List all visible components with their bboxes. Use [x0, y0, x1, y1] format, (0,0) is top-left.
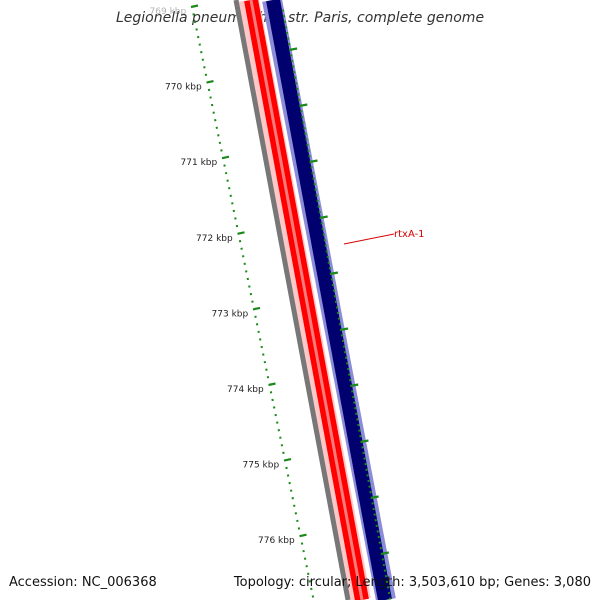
- inner-major-tick: [206, 80, 214, 84]
- outer-major-tick: [288, 47, 298, 52]
- outer-major-tick: [370, 495, 379, 500]
- gene-label-leader: [343, 233, 395, 245]
- inner-major-tick: [190, 4, 199, 9]
- tick-label: 769 kbp: [150, 7, 187, 17]
- gene-label-rtxa-1: rtxA-1: [394, 229, 425, 240]
- outer-major-tick: [350, 383, 359, 388]
- tick-label: 772 kbp: [196, 234, 233, 244]
- tick-label: 774 kbp: [227, 385, 264, 395]
- outer-major-tick: [309, 159, 318, 164]
- tick-label: 770 kbp: [165, 83, 202, 93]
- tick-label: 776 kbp: [258, 536, 295, 546]
- inner-major-tick: [268, 382, 276, 387]
- inner-major-tick: [299, 533, 307, 538]
- outer-major-tick: [319, 215, 328, 220]
- map-title: Legionella pneumophila str. Paris, compl…: [115, 10, 485, 26]
- tick-label: 771 kbp: [181, 158, 218, 168]
- genome-stats-text: Topology: circular; Length: 3,503,610 bp…: [233, 575, 591, 590]
- reverse-strand-feature: [266, 0, 392, 600]
- accession-text: Accession: NC_006368: [9, 575, 157, 590]
- outer-major-tick: [360, 439, 369, 444]
- inner-major-tick: [252, 306, 261, 311]
- forward-strand-highlight: [249, 0, 364, 600]
- outer-major-tick: [299, 103, 308, 108]
- outer-major-tick: [339, 327, 349, 332]
- inner-tick-scale: [190, 4, 315, 598]
- inner-major-tick: [221, 155, 230, 160]
- tick-label: 773 kbp: [212, 309, 249, 319]
- backbone-line: [233, 0, 351, 600]
- outer-major-tick: [380, 551, 390, 556]
- inner-major-tick: [283, 458, 292, 462]
- outer-tick-scale: [281, 9, 392, 600]
- outer-major-tick: [329, 271, 339, 276]
- tick-label: 775 kbp: [243, 461, 280, 471]
- inner-major-tick: [237, 231, 245, 235]
- tick-labels: 769 kbp 770 kbp 771 kbp 772 kbp 773 kbp 774 k…: [150, 7, 295, 546]
